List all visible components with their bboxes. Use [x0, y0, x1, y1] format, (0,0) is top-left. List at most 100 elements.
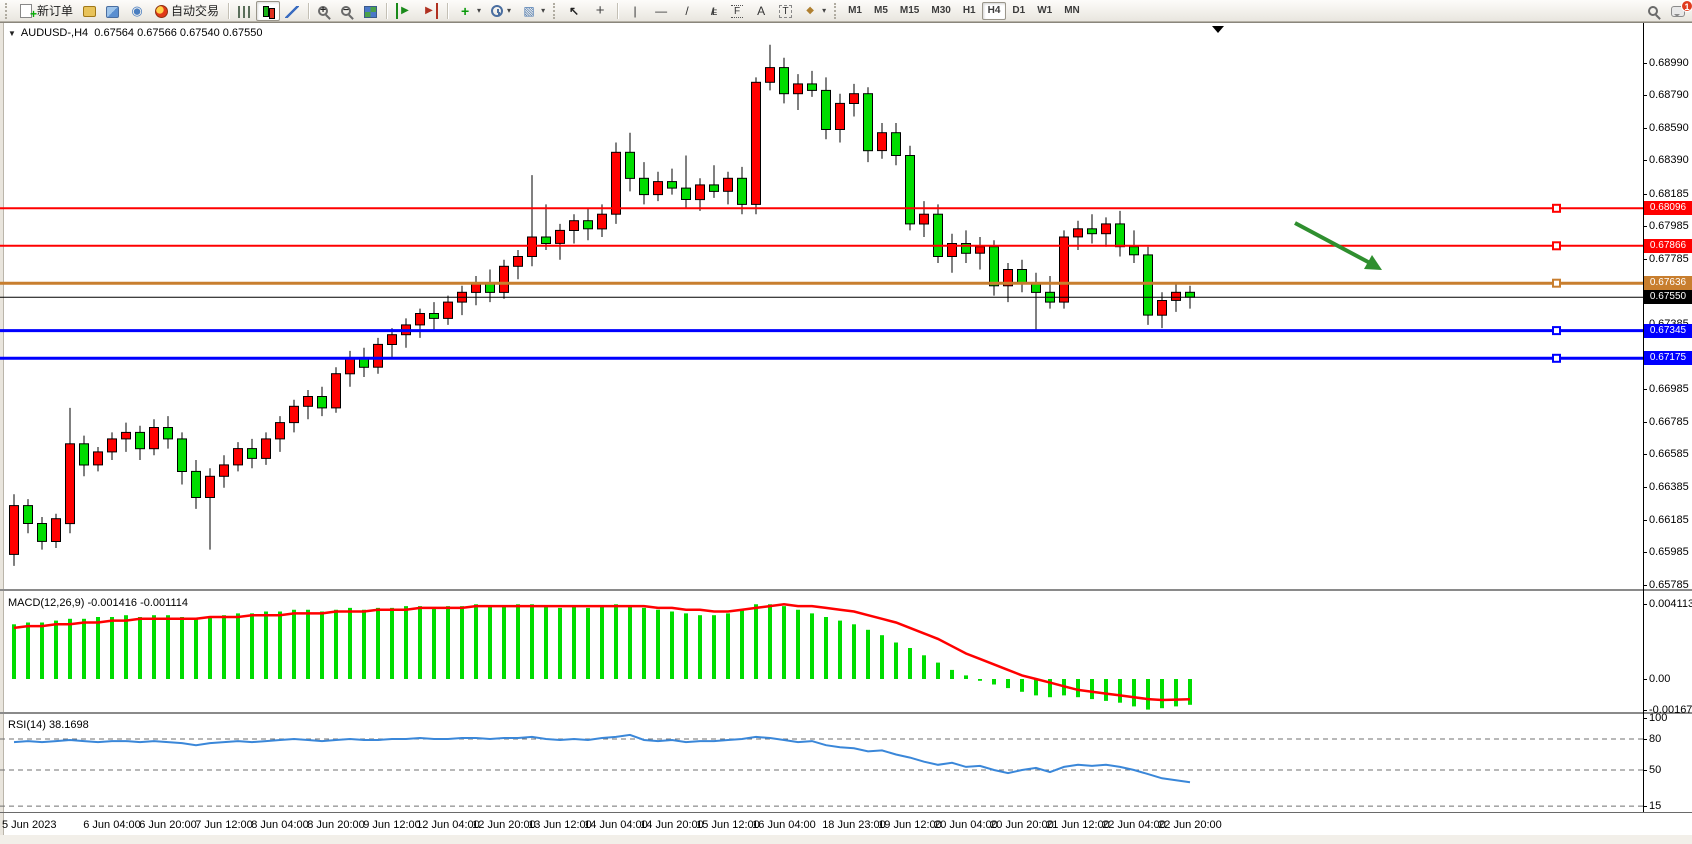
indicators-button[interactable]: ▾: [452, 1, 486, 21]
notifications-button[interactable]: 1: [1666, 0, 1692, 21]
draw-fibonacci-button[interactable]: [726, 1, 748, 21]
draw-hline-button[interactable]: [648, 1, 674, 21]
chart-shift-marker[interactable]: [1212, 26, 1224, 33]
fibo-icon: [731, 4, 744, 18]
candle-body: [1073, 228, 1083, 238]
draw-arrows-button[interactable]: ▾: [797, 1, 831, 21]
chart-shift-button[interactable]: [417, 1, 443, 21]
resistance-line-1-handle[interactable]: [1552, 203, 1561, 213]
candle-body: [1157, 300, 1167, 316]
chevron-down-icon[interactable]: ▾: [822, 6, 827, 15]
support-line-1-handle[interactable]: [1552, 326, 1561, 336]
candle-body: [331, 373, 341, 409]
timeframe-m30-button[interactable]: M30: [931, 5, 951, 16]
timeframe-h1-button[interactable]: H1: [962, 5, 976, 16]
candle-body: [1101, 223, 1111, 235]
draw-channel-button[interactable]: [700, 1, 726, 21]
timeframe-m15-button[interactable]: M15: [899, 5, 920, 16]
pane-separator[interactable]: [0, 589, 1692, 591]
trend-arrow[interactable]: [1294, 221, 1371, 265]
market-watch-button[interactable]: [101, 1, 124, 21]
candle-body: [1003, 269, 1013, 287]
price-chart-pane[interactable]: [0, 23, 1643, 589]
draw-text-button[interactable]: [748, 1, 774, 21]
auto-trading-button[interactable]: 自动交易: [150, 1, 224, 21]
price-tick: 0.68990: [1643, 56, 1689, 69]
candle-body: [919, 213, 929, 225]
candle-body: [555, 229, 565, 244]
candle-body: [681, 187, 691, 201]
timeframe-h4-button[interactable]: H4: [981, 1, 1007, 20]
candle-body: [597, 213, 607, 230]
timeframe-m1-button[interactable]: M1: [848, 5, 862, 16]
crosshair-button[interactable]: [587, 1, 613, 21]
arrows-icon: [802, 3, 818, 19]
candles-icon: [261, 5, 276, 19]
support-line-2-handle[interactable]: [1552, 353, 1561, 363]
search-button[interactable]: [1643, 1, 1666, 21]
templates-button[interactable]: ▾: [516, 1, 550, 21]
candle-body: [807, 83, 817, 91]
pivot-line-handle[interactable]: [1552, 278, 1561, 288]
timeframe-mn-button[interactable]: MN: [1064, 5, 1080, 16]
price-level-badge: 0.67175: [1644, 351, 1692, 366]
timeframe-d1-button[interactable]: D1: [1012, 5, 1026, 16]
rsi-line: [13, 733, 1191, 784]
candle-body: [205, 475, 215, 498]
periods-button[interactable]: ▾: [486, 1, 516, 21]
macd-indicator-label: MACD(12,26,9) -0.001416 -0.001114: [8, 597, 188, 609]
pane-separator[interactable]: [0, 712, 1692, 714]
rsi-pane[interactable]: [0, 716, 1643, 812]
candle-body: [947, 243, 957, 257]
time-tick: 20 Jun 20:00: [990, 819, 1054, 831]
macd-pane[interactable]: [0, 594, 1643, 712]
zoom-out-button[interactable]: [336, 1, 359, 21]
price-tick: 0.66385: [1643, 480, 1689, 493]
price-axis[interactable]: [1643, 23, 1644, 813]
candle-body: [135, 431, 145, 450]
draw-trendline-button[interactable]: [674, 1, 700, 21]
line-icon: [285, 5, 300, 18]
toolbar-grip[interactable]: [553, 2, 558, 19]
zoom-in-button[interactable]: [313, 1, 336, 21]
candle-chart-mode-button[interactable]: [256, 0, 281, 21]
chevron-down-icon[interactable]: ▼: [8, 29, 16, 38]
timeframe-m5-button[interactable]: M5: [874, 5, 888, 16]
tile-windows-button[interactable]: [359, 1, 382, 21]
toolbar-grip[interactable]: [834, 2, 839, 19]
line-chart-mode-button[interactable]: [280, 1, 304, 21]
candle-body: [37, 523, 47, 542]
candle-body: [149, 427, 159, 450]
new-order-button[interactable]: 新订单: [13, 1, 78, 22]
time-tick: 12 Jun 04:00: [416, 819, 480, 831]
price-level-badge: 0.67866: [1644, 238, 1692, 253]
candle-body: [989, 246, 999, 287]
auto-scroll-button[interactable]: [391, 1, 417, 21]
chevron-down-icon[interactable]: ▾: [477, 6, 482, 15]
chevron-down-icon[interactable]: ▾: [541, 6, 546, 15]
chevron-down-icon[interactable]: ▾: [507, 6, 512, 15]
macd-tick: -0.001679: [1643, 704, 1692, 716]
draw-label-button[interactable]: [774, 1, 797, 21]
candle-body: [233, 448, 243, 466]
timeframe-w1-button[interactable]: W1: [1037, 5, 1053, 16]
cursor-button[interactable]: [561, 1, 587, 21]
time-tick: 13 Jun 12:00: [528, 819, 592, 831]
draw-vline-button[interactable]: [622, 1, 648, 21]
time-tick: 21 Jun 12:00: [1046, 819, 1110, 831]
price-tick: 0.68185: [1643, 187, 1689, 200]
channel-icon: [705, 3, 721, 19]
signals-button[interactable]: [124, 1, 150, 21]
toolbar-grip[interactable]: [5, 2, 10, 19]
new-order-label: 新订单: [37, 4, 74, 18]
auto-trading-label: 自动交易: [171, 4, 220, 18]
chart-profile-button[interactable]: [78, 1, 101, 21]
tline-icon: [679, 3, 695, 19]
time-tick: 12 Jun 20:00: [472, 819, 536, 831]
resistance-line-2-handle[interactable]: [1552, 241, 1561, 251]
time-tick: 20 Jun 04:00: [934, 819, 998, 831]
candle-body: [261, 438, 271, 459]
price-tick: 0.66985: [1643, 383, 1689, 396]
bar-chart-mode-button[interactable]: [233, 1, 256, 21]
